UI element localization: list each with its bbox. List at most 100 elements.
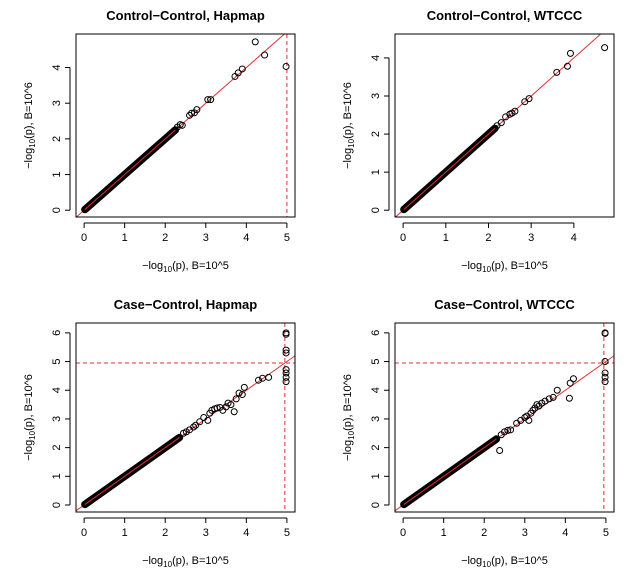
data-point [549,393,557,401]
data-point [251,38,259,46]
y-tick-label: 3 [51,416,63,422]
x-tick-label: 4 [562,527,568,539]
data-point [238,391,246,399]
y-tick-label: 1 [370,473,382,479]
x-axis-label: −log10(p), B=10^5 [142,555,229,569]
qq-panel-3: Case−Control, Hapmap 0 1 2 3 4 5 0 1 2 3 4 5 6 −log10(… [23,297,296,569]
diagonal-line [395,355,614,512]
y-axis-label: −log10(p), B=10^6 [342,82,356,169]
data-point [525,416,533,424]
data-point [230,408,238,416]
data-point [507,426,515,434]
data-point [282,373,290,381]
x-tick-label: 5 [284,232,290,244]
data-point [231,72,239,80]
data-point [531,404,539,412]
x-tick-label: 0 [81,527,87,539]
data-point [190,423,198,431]
y-tick-label: 4 [51,64,63,70]
data-point [501,428,508,436]
data-point [497,119,505,127]
x-tick-label: 1 [122,527,128,539]
qq-panel-1: Control−Control, Hapmap 0 1 2 3 4 5 0 1 2 3 4 −log10… [23,8,296,274]
plot-area [395,34,609,217]
y-tick-label: 2 [370,131,382,137]
diagonal-overlay [403,438,497,505]
x-tick-label: 5 [603,527,609,539]
data-point [566,49,574,57]
plot-frame [394,33,615,218]
data-point [282,62,290,70]
plot-area [395,323,614,512]
chart-title: Control−Control, Hapmap [106,8,265,23]
y-tick-label: 0 [370,207,382,213]
data-point [207,96,215,104]
y-tick-label: 3 [51,100,63,106]
data-point [525,95,533,103]
plot-frame [394,322,615,513]
x-tick-label: 0 [81,232,87,244]
y-tick-label: 0 [51,207,63,213]
data-point [235,389,243,397]
data-point [282,378,290,386]
data-point [601,358,609,366]
chart-title: Case−Control, WTCCC [434,297,575,312]
plot-area [76,323,295,512]
data-point [601,378,609,386]
y-axis-label: −log10(p), B=10^6 [23,374,37,461]
data-point [261,51,269,59]
plot-area [76,34,290,217]
x-tick-label: 2 [485,232,491,244]
x-tick-label: 1 [122,232,128,244]
data-point [282,346,290,354]
y-tick-label: 2 [51,136,63,142]
x-tick-label: 5 [284,527,290,539]
qq-panel-4: Case−Control, WTCCC 0 1 2 3 4 5 0 1 2 3 4 5 6 −log10(p… [342,297,615,569]
y-tick-label: 1 [370,169,382,175]
x-tick-label: 0 [400,232,406,244]
x-tick-label: 1 [441,527,447,539]
data-point [601,44,609,52]
data-point [193,106,201,114]
x-tick-label: 1 [443,232,449,244]
x-tick-label: 3 [203,527,209,539]
y-tick-label: 4 [51,387,63,393]
y-tick-label: 6 [370,330,382,336]
y-tick-label: 3 [370,93,382,99]
x-tick-label: 0 [400,527,406,539]
y-tick-label: 2 [51,445,63,451]
data-point [238,65,246,73]
chart-title: Case−Control, Hapmap [114,297,257,312]
data-point [529,406,537,414]
data-point [601,369,609,377]
data-point [565,394,573,402]
plot-frame [75,33,296,218]
data-point [227,401,235,409]
chart-title: Control−Control, WTCCC [427,8,583,23]
y-axis-label: −log10(p), B=10^6 [23,82,37,169]
x-axis-label: −log10(p), B=10^5 [461,260,548,274]
data-point [545,395,553,403]
data-point [255,376,262,384]
data-point [601,329,609,337]
y-tick-label: 5 [370,358,382,364]
data-point [282,369,290,377]
data-point [563,62,571,70]
data-point [504,426,512,434]
data-point [541,397,549,405]
data-point [511,107,519,115]
diagonal-overlay [84,437,180,505]
diagonal-overlay [403,127,496,210]
diagonal-overlay [84,129,176,210]
data-point [601,373,609,381]
data-point [196,418,204,426]
data-point [204,416,212,424]
y-tick-label: 4 [370,55,382,61]
y-tick-label: 0 [51,502,63,508]
x-tick-label: 2 [162,232,168,244]
data-point [496,446,504,454]
x-tick-label: 3 [528,232,534,244]
data-point [265,373,273,381]
x-tick-label: 4 [571,232,577,244]
